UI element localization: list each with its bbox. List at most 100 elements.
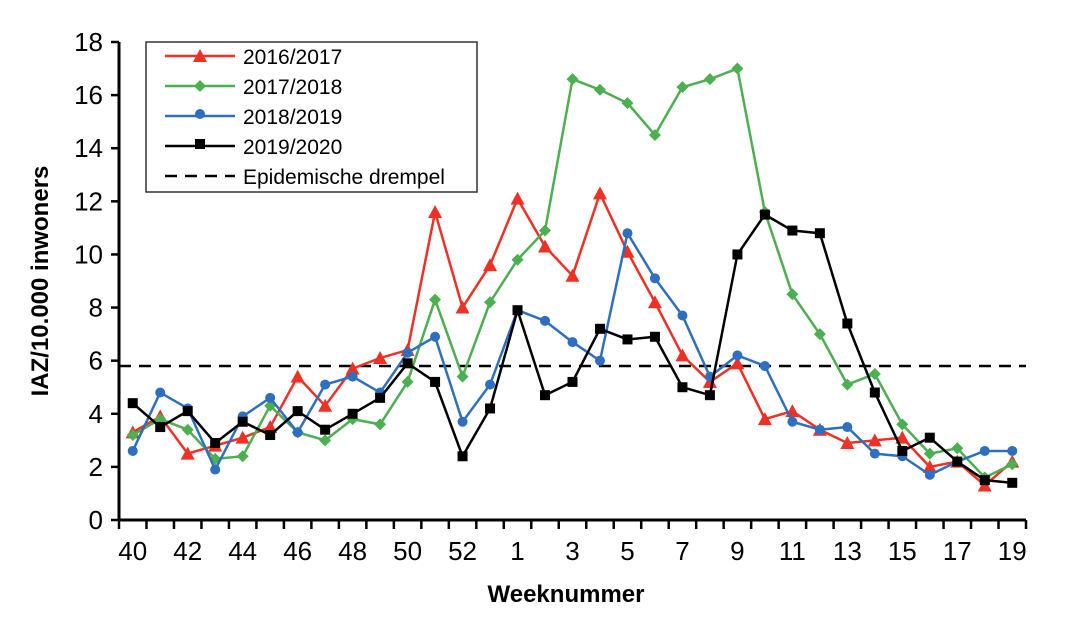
x-tick-label: 40: [118, 536, 147, 566]
data-point-diamond: [181, 423, 194, 436]
data-point-circle: [155, 387, 166, 398]
series-line: [131, 213, 1013, 485]
data-point-diamond: [621, 97, 634, 110]
data-point-diamond: [923, 447, 936, 460]
data-point-circle: [127, 445, 138, 456]
data-point-square: [787, 225, 798, 236]
series-2017-2018: [126, 62, 1019, 484]
data-point-diamond: [593, 83, 606, 96]
x-tick-label: 1: [510, 536, 524, 566]
data-point-diamond: [401, 375, 414, 388]
data-point-circle: [430, 331, 441, 342]
data-point-diamond: [374, 418, 387, 431]
data-point-square: [869, 387, 880, 398]
data-point-square: [952, 456, 963, 467]
y-tick-label: 8: [89, 293, 103, 323]
y-tick-label: 12: [74, 186, 103, 216]
data-point-circle: [677, 310, 688, 321]
data-point-circle: [485, 379, 496, 390]
data-point-diamond: [319, 434, 332, 447]
data-point-diamond: [429, 293, 442, 306]
data-point-diamond: [731, 62, 744, 75]
data-point-square: [540, 390, 551, 401]
data-point-triangle: [455, 300, 470, 314]
data-point-triangle: [263, 420, 278, 434]
data-point-square: [649, 331, 660, 342]
data-point-square: [842, 318, 853, 329]
series-2018-2019: [127, 228, 1018, 480]
y-tick-label: 18: [74, 27, 103, 57]
data-point-square: [622, 334, 633, 345]
y-tick-label: 6: [89, 346, 103, 376]
data-point-square: [182, 406, 193, 417]
data-point-circle: [649, 273, 660, 284]
data-point-triangle: [730, 356, 745, 370]
data-point-diamond: [126, 429, 139, 442]
data-point-circle: [540, 315, 551, 326]
legend-marker-triangle: [193, 49, 207, 62]
data-point-square: [457, 451, 468, 462]
y-tick-label: 10: [74, 239, 103, 269]
data-point-circle: [1007, 445, 1018, 456]
data-point-square: [512, 305, 523, 316]
data-point-circle: [979, 445, 990, 456]
x-tick-label: 46: [283, 536, 312, 566]
data-point-square: [402, 358, 413, 369]
data-point-square: [897, 445, 908, 456]
x-tick-label: 5: [620, 536, 634, 566]
x-tick-label: 7: [675, 536, 689, 566]
x-tick-label: 19: [998, 536, 1027, 566]
data-point-triangle: [867, 433, 882, 447]
data-point-triangle: [757, 412, 772, 426]
data-point-square: [759, 209, 770, 220]
data-point-circle: [787, 416, 798, 427]
legend-label: 2016/2017: [243, 46, 342, 69]
y-tick-label: 16: [74, 80, 103, 110]
x-tick-label: 9: [730, 536, 744, 566]
data-point-circle: [457, 416, 468, 427]
data-point-triangle: [922, 459, 937, 473]
data-point-triangle: [895, 430, 910, 444]
x-tick-label: 15: [888, 536, 917, 566]
data-point-circle: [869, 448, 880, 459]
data-point-triangle: [345, 361, 360, 375]
data-point-square: [265, 430, 276, 441]
data-point-triangle: [483, 258, 498, 272]
data-point-square: [155, 422, 166, 433]
data-point-diamond: [539, 224, 552, 237]
data-point-circle: [320, 379, 331, 390]
data-point-square: [924, 432, 935, 443]
data-point-triangle: [290, 369, 305, 383]
legend-marker-diamond: [194, 80, 206, 92]
data-point-triangle: [235, 430, 250, 444]
x-tick-label: 52: [448, 536, 477, 566]
data-point-triangle: [538, 239, 553, 253]
data-point-diamond: [648, 128, 661, 141]
data-point-square: [979, 475, 990, 486]
data-point-square: [567, 376, 578, 387]
data-point-diamond: [896, 418, 909, 431]
data-point-circle: [622, 228, 633, 239]
data-point-triangle: [840, 435, 855, 449]
data-point-circle: [924, 469, 935, 480]
data-point-diamond: [566, 73, 579, 86]
data-point-triangle: [318, 398, 333, 412]
data-point-diamond: [951, 442, 964, 455]
x-tick-label: 3: [565, 536, 579, 566]
x-tick-label: 44: [228, 536, 257, 566]
data-point-square: [320, 424, 331, 435]
data-point-diamond: [676, 81, 689, 94]
data-point-triangle: [675, 348, 690, 362]
data-point-square: [1007, 477, 1018, 488]
data-point-triangle: [592, 186, 607, 200]
data-point-circle: [732, 350, 743, 361]
data-point-diamond: [484, 296, 497, 309]
data-point-diamond: [841, 378, 854, 391]
data-point-circle: [567, 337, 578, 348]
data-point-square: [732, 249, 743, 260]
data-point-square: [704, 390, 715, 401]
x-tick-label: 17: [943, 536, 972, 566]
data-point-circle: [759, 360, 770, 371]
